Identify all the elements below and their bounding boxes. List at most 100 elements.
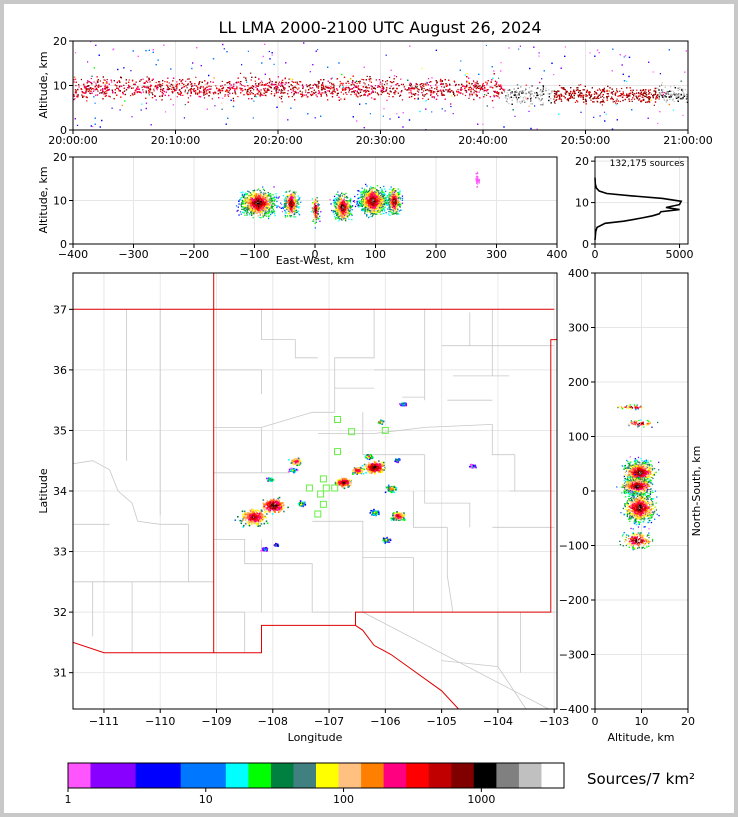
source-mark [436,93,438,95]
source-mark [530,100,532,102]
source-mark [421,92,423,94]
source-mark [93,67,95,69]
source-mark [629,95,631,97]
source-mark [628,94,630,96]
source-mark [515,90,517,92]
source-mark [116,94,118,96]
source-mark [102,76,104,78]
source-mark [378,79,381,81]
source-mark [429,90,431,92]
source-mark [176,88,178,90]
source-mark [176,86,178,88]
source-mark [336,89,339,91]
source-mark [104,86,106,88]
source-mark [626,80,628,82]
source-mark [380,93,382,96]
source-mark [187,101,189,103]
source-mark [611,88,613,90]
source-mark [281,95,283,98]
source-mark [191,85,193,87]
source-mark [670,96,672,98]
source-mark [103,79,105,81]
source-mark [119,81,121,83]
source-mark [454,95,456,97]
source-mark [389,90,391,92]
source-mark [225,90,227,92]
source-mark [284,89,286,91]
source-mark [560,67,562,69]
source-mark [250,90,252,92]
source-mark [124,100,126,102]
source-mark [577,94,579,96]
source-mark [264,73,266,75]
source-mark [496,85,498,88]
source-mark [635,95,637,97]
source-mark [634,93,636,95]
source-mark [368,78,370,80]
source-mark [424,83,427,85]
source-mark [321,85,323,87]
source-mark [589,52,591,54]
source-mark [258,78,260,80]
source-mark [678,98,680,100]
source-mark [482,84,484,86]
source-mark [271,84,273,86]
source-mark [385,81,387,83]
source-mark [104,95,106,97]
source-mark [172,88,175,90]
source-mark [500,84,502,86]
source-mark [659,94,661,96]
source-mark [562,88,564,90]
source-mark [307,92,309,94]
source-mark [125,79,127,81]
source-mark [270,86,272,88]
source-mark [356,82,358,85]
source-mark [556,91,558,93]
source-mark [456,90,458,92]
source-mark [602,89,604,91]
source-mark [530,103,532,105]
source-mark [456,94,458,96]
source-mark [227,117,229,119]
source-mark [568,97,571,99]
source-mark [379,83,381,85]
source-mark [402,126,404,128]
source-mark [504,97,507,99]
source-mark [436,86,438,88]
source-mark [384,90,387,92]
source-mark [97,86,99,88]
source-mark [311,94,314,96]
source-mark [365,91,367,93]
source-mark [145,107,147,110]
source-mark [682,114,684,116]
source-mark [160,88,162,90]
source-mark [284,92,286,94]
source-mark [165,91,167,93]
source-mark [542,88,544,90]
source-mark [332,93,334,95]
source-mark [631,109,633,111]
source-mark [531,103,534,105]
source-mark [139,91,141,93]
source-mark [535,97,537,99]
source-mark [682,88,684,90]
source-mark [500,87,503,89]
source-mark [670,86,672,88]
source-mark [154,86,156,88]
source-mark [254,80,256,82]
source-mark [166,84,168,86]
source-mark [230,84,232,86]
source-mark [212,92,214,94]
source-mark [325,93,328,96]
source-mark [631,100,633,102]
source-mark [582,89,584,91]
source-mark [536,88,538,90]
source-mark [229,86,231,88]
source-mark [661,91,663,94]
source-mark [400,78,402,80]
source-mark [426,93,428,95]
source-mark [149,88,151,90]
source-mark [83,87,86,89]
source-mark [273,63,275,65]
